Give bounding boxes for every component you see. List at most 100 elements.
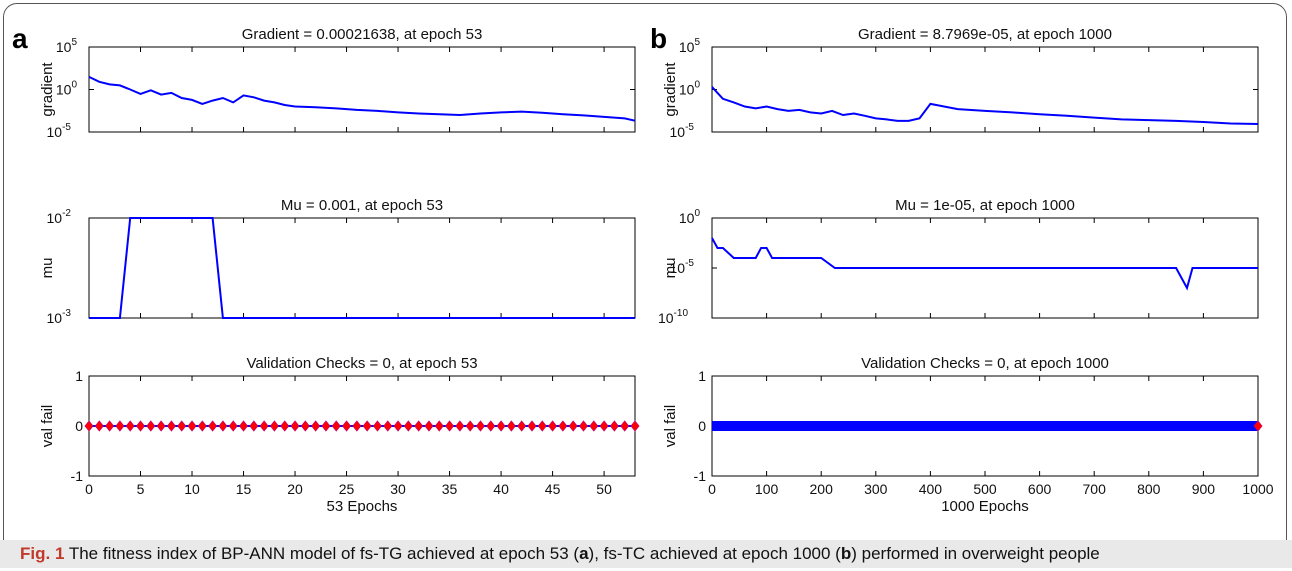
plot-a-2: Mu = 0.001, at epoch 53 mu 10-2 10-3 xyxy=(39,197,636,326)
panel-a-p3-xtick-label: 40 xyxy=(493,481,509,497)
plot-b-3: Validation Checks = 0, at epoch 1000 val … xyxy=(662,355,1274,515)
panel-a-p3-diamond-marker xyxy=(455,420,465,432)
panel-a-p3-diamond-marker xyxy=(578,420,589,432)
panel-a-p3-diamond-marker xyxy=(393,420,403,432)
panel-b-p2-ytick-label: 10-10 xyxy=(658,308,688,326)
panel-a-p3-xtick-label: 50 xyxy=(596,481,612,497)
panel-a-p3-diamond-marker xyxy=(362,420,372,432)
panel-a-p3-diamond-marker xyxy=(228,420,238,432)
panel-a-p3-diamond-marker xyxy=(290,420,300,432)
plot-b-2: Mu = 1e-05, at epoch 1000 mu 100 10-5 10-10 xyxy=(658,197,1259,326)
panel-a-p3-ytick-label: -1 xyxy=(71,468,84,484)
panel-b-p2-ytick-label: 10-5 xyxy=(670,258,695,276)
panel-a-p3-diamond-marker xyxy=(558,420,568,432)
panel-b-p3-xtick-label: 800 xyxy=(1137,481,1161,497)
panel-b-p3-xtick-label: 900 xyxy=(1192,481,1216,497)
panel-a-p3-xtick-label: 25 xyxy=(339,481,355,497)
panel-a-p3-diamond-marker xyxy=(609,420,619,432)
panel-a-p3-diamond-marker xyxy=(548,420,558,432)
panel-b-p1-title: Gradient = 8.7969e-05, at epoch 1000 xyxy=(858,26,1112,43)
panel-b-p1-ytick-label: 105 xyxy=(679,37,701,55)
panel-a-p3-diamond-marker xyxy=(342,420,352,432)
panel-a-p3-xtick-label: 20 xyxy=(287,481,303,497)
panel-b-p3-xtick-label: 1000 xyxy=(1242,481,1273,497)
plot-b-1: Gradient = 8.7969e-05, at epoch 1000 grad… xyxy=(662,26,1259,140)
panel-letter-b: b xyxy=(650,23,667,54)
panel-a-p3-diamond-marker xyxy=(506,420,516,432)
panel-b-p1-ylabel: gradient xyxy=(662,62,679,117)
panel-a-p3-xtick-label: 30 xyxy=(390,481,406,497)
panel-a-p3-xtick-label: 15 xyxy=(236,481,252,497)
panel-a-p3-diamond-marker xyxy=(84,420,94,432)
panel-a-p3-diamond-marker xyxy=(115,420,125,432)
panel-a-p2-ytick-label: 10-3 xyxy=(47,308,72,326)
panel-a-p3-diamond-marker xyxy=(249,420,259,432)
panel-a-p3-ytick-label: 1 xyxy=(75,368,83,384)
panel-a-p1-ytick-label: 105 xyxy=(56,37,78,55)
panel-a-p3-diamond-marker xyxy=(537,420,547,432)
panel-a-p3-diamond-marker xyxy=(135,420,146,432)
panel-letter-a: a xyxy=(12,23,28,54)
panel-a-p3-xlabel: 53 Epochs xyxy=(327,498,398,515)
panel-b-p1-ytick-label: 100 xyxy=(679,80,701,98)
panel-b-p1-ytick-label: 10-5 xyxy=(670,122,695,140)
panel-a-p3-diamond-marker xyxy=(414,420,424,432)
panel-a-p1-ytick-label: 10-5 xyxy=(47,122,72,140)
caption-text-3: ) performed in overweight people xyxy=(851,544,1100,563)
panel-a-p3-diamond-marker xyxy=(259,420,269,432)
panel-a-p3-diamond-marker xyxy=(589,420,599,432)
panel-a-p1-ylabel: gradient xyxy=(39,62,56,117)
panel-b-p3-xtick-label: 200 xyxy=(810,481,834,497)
panel-a-p3-diamond-marker xyxy=(630,420,640,432)
panel-a-p3-diamond-marker xyxy=(156,420,166,432)
panel-a-p3-diamond-marker xyxy=(620,420,630,432)
panel-b-p3-marker-band xyxy=(712,421,1258,431)
panel-b-p3-xtick-label: 400 xyxy=(919,481,943,497)
panel-a-p3-diamond-marker xyxy=(517,420,527,432)
panel-a-p1-axes-box xyxy=(88,46,636,133)
panel-a-p3-diamond-marker xyxy=(94,420,104,432)
panel-a-p1-title: Gradient = 0.00021638, at epoch 53 xyxy=(242,26,483,43)
panel-a-p3-diamond-marker xyxy=(331,420,341,432)
panel-b-p3-xtick-label: 100 xyxy=(755,481,779,497)
panel-a-p3-diamond-marker xyxy=(300,420,310,432)
panel-a-p3-ytick-label: 0 xyxy=(75,418,83,434)
panel-a-p3-title: Validation Checks = 0, at epoch 53 xyxy=(246,355,477,372)
panel-a-p2-axes-box xyxy=(88,217,636,319)
panel-b-p3-ytick-label: -1 xyxy=(694,468,707,484)
panel-a-p3-diamond-marker xyxy=(125,420,135,432)
panel-a-p3-diamond-marker xyxy=(424,420,434,432)
panel-a-p1-series-line xyxy=(88,75,636,122)
panel-a-p3-diamond-marker xyxy=(269,420,279,432)
panel-b-p1-series-line xyxy=(711,86,1259,125)
panel-a-p3-diamond-marker xyxy=(321,420,331,432)
panel-a-p3-xtick-label: 5 xyxy=(137,481,145,497)
panel-a-p3-diamond-marker xyxy=(208,420,218,432)
panel-a-p3-diamond-marker xyxy=(434,420,444,432)
panel-a-p3-diamond-marker xyxy=(445,420,455,432)
plot-a-3: Validation Checks = 0, at epoch 53 val fa… xyxy=(39,355,640,515)
panel-b-p2-series-line xyxy=(711,237,1258,291)
panel-b-p3-xtick-label: 700 xyxy=(1083,481,1107,497)
caption-panel-b: b xyxy=(840,544,852,563)
panel-b-p3-ytick-label: 1 xyxy=(698,368,706,384)
panel-a-p3-diamond-marker xyxy=(496,420,506,432)
panel-b-p3-xlabel: 1000 Epochs xyxy=(941,498,1029,515)
caption-text-1: The fitness index of BP-ANN model of fs-… xyxy=(68,544,580,563)
panel-b-p3-xtick-label: 600 xyxy=(1028,481,1052,497)
panel-a-p3-diamond-marker xyxy=(311,420,321,432)
panel-b-p3-ylabel: val fail xyxy=(662,405,679,448)
panel-a-p3-diamond-marker xyxy=(372,420,382,432)
panel-a-p3-diamond-marker xyxy=(187,420,197,432)
caption-panel-a: a xyxy=(579,544,589,563)
panel-a-p3-diamond-marker xyxy=(197,420,207,432)
panel-a-p3-diamond-marker xyxy=(352,420,362,432)
panel-a-p3-diamond-marker xyxy=(105,420,115,432)
panel-a-p3-diamond-marker xyxy=(568,420,578,432)
panel-a-p1-ytick-label: 100 xyxy=(56,80,78,98)
panel-a-p3-diamond-marker xyxy=(403,420,413,432)
panel-a-p3-xtick-label: 45 xyxy=(545,481,561,497)
panel-a-p3-ylabel: val fail xyxy=(39,405,56,448)
panel-a-p3-diamond-marker xyxy=(486,420,496,432)
panel-a-p3-diamond-marker xyxy=(239,420,249,432)
